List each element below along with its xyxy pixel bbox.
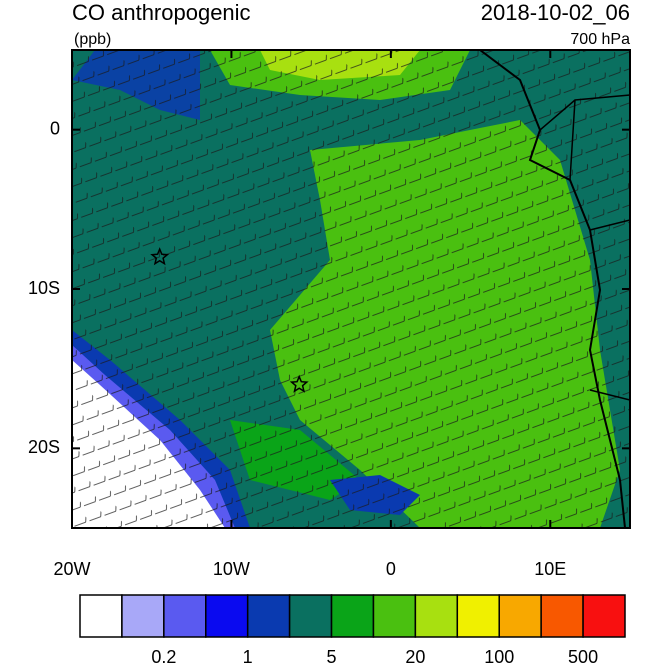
units-label: (ppb)	[74, 31, 111, 48]
colorbar-box	[163, 594, 207, 638]
colorbar-box	[330, 594, 375, 638]
axes: 20W 10W 0 10E 0 10S 20S	[28, 50, 630, 579]
colorbar-box	[121, 594, 165, 638]
colorbar-label: 1	[243, 647, 253, 667]
colorbar: 0.2 1 5 20 100 500	[79, 594, 626, 667]
time-label: 2018-10-02_06	[481, 0, 630, 25]
colorbar-label: 20	[405, 647, 425, 667]
colorbar-box	[498, 594, 542, 638]
x-tick-label: 0	[386, 559, 396, 579]
colorbar-box	[372, 594, 417, 638]
x-tick-label: 20W	[53, 559, 90, 579]
colorbar-label: 500	[568, 647, 598, 667]
x-tick-label: 10E	[534, 559, 566, 579]
y-tick-label: 20S	[28, 437, 60, 457]
y-tick-label: 0	[50, 118, 60, 138]
colorbar-box	[205, 594, 249, 638]
colorbar-box	[246, 594, 291, 638]
level-label: 700 hPa	[570, 31, 630, 48]
colorbar-box	[414, 594, 459, 638]
map-title: CO anthropogenic	[72, 0, 251, 25]
site-marker	[150, 247, 170, 266]
colorbar-label: 0.2	[151, 647, 176, 667]
colorbar-label: 100	[484, 647, 514, 667]
colorbar-label: 5	[327, 647, 337, 667]
colorbar-box	[456, 594, 500, 638]
site-marker	[289, 374, 309, 393]
colorbar-box	[582, 594, 626, 638]
colorbar-box	[79, 594, 123, 638]
x-tick-label: 10W	[213, 559, 250, 579]
map-field	[72, 50, 630, 528]
colorbar-box	[540, 594, 584, 638]
colorbar-box	[288, 594, 333, 638]
y-tick-label: 10S	[28, 278, 60, 298]
